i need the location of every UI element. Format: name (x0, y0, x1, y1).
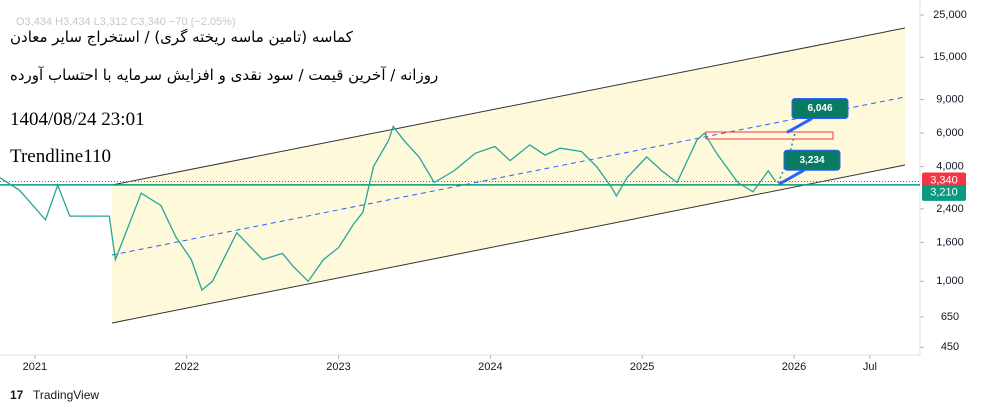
x-tick-label: 2026 (782, 361, 806, 373)
y-tick-label: 9,000 (936, 93, 964, 105)
y-tick-label: 1,600 (936, 236, 964, 248)
y-tick-label: 4,000 (936, 161, 964, 173)
price-tag-label: 3,210 (930, 187, 958, 199)
ohlc-legend: O3,434 H3,434 L3,312 C3,340 −70 (−2.05%) (16, 16, 236, 28)
timestamp: 1404/08/24 23:01 (10, 109, 145, 130)
price-tag (922, 184, 966, 201)
x-tick-label: 2024 (478, 361, 502, 373)
title: کماسه (تامین ماسه ریخته گری) / استخراج س… (10, 28, 353, 46)
source: TradingView (33, 388, 99, 402)
y-tick-label: 15,000 (933, 51, 967, 63)
callout-arrow (786, 117, 813, 134)
channel-lower (111, 164, 906, 324)
callout-label: 6,046 (807, 103, 832, 114)
y-tick-label: 25,000 (933, 9, 967, 21)
y-tick-label: 1,000 (936, 275, 964, 287)
price-line-series (0, 125, 777, 292)
logo-mark: 17 (10, 388, 24, 402)
y-tick-label: 650 (941, 311, 959, 323)
x-tick-label: 2025 (630, 361, 654, 373)
callout-label: 3,234 (799, 155, 824, 166)
y-tick-label: 6,000 (936, 127, 964, 139)
callout-arrow (778, 168, 805, 186)
x-tick-label: 2023 (326, 361, 350, 373)
channel-upper (111, 27, 906, 186)
price-tag (922, 172, 966, 189)
y-tick-label: 2,400 (936, 203, 964, 215)
y-tick-label: 450 (941, 341, 959, 353)
author: Trendline110 (10, 146, 111, 167)
x-tick-label: 2021 (23, 361, 47, 373)
callout-box (791, 97, 849, 119)
subtitle: روزانه / آخرین قیمت / سود نقدی و افزایش … (10, 66, 439, 84)
callout-box (783, 149, 841, 171)
x-tick-label: Jul (863, 361, 877, 373)
x-tick-label: 2022 (174, 361, 198, 373)
channel-fill (112, 28, 905, 323)
price-tag-label: 3,340 (930, 174, 958, 186)
